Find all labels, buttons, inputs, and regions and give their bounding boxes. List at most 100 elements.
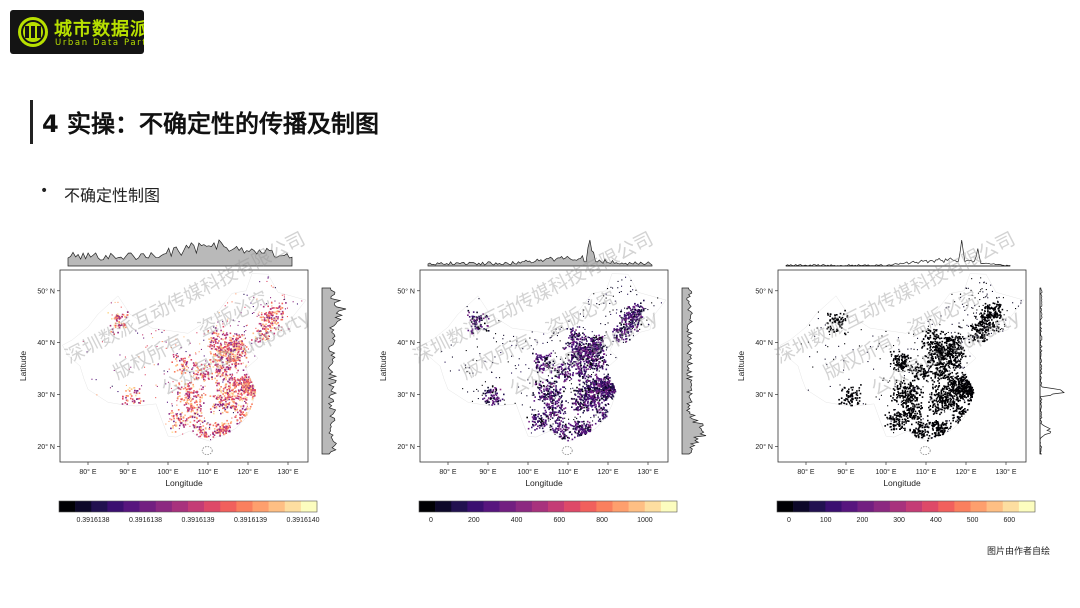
raster-cell (495, 387, 497, 390)
raster-cell (223, 395, 226, 397)
raster-cell (219, 402, 221, 405)
raster-cell (217, 370, 220, 372)
raster-cell (939, 362, 941, 365)
raster-cell (578, 354, 580, 356)
raster-cell (584, 335, 587, 338)
raster-cell (223, 334, 226, 336)
raster-cell (214, 422, 217, 424)
raster-cell (226, 332, 228, 334)
raster-cell (556, 402, 558, 405)
raster-cell (189, 397, 192, 399)
raster-cell (221, 370, 223, 372)
raster-cell (602, 387, 604, 389)
raster-cell (574, 336, 577, 339)
raster-cell (613, 334, 616, 337)
raster-cell (596, 389, 599, 392)
raster-cell (487, 386, 489, 389)
raster-cell (587, 407, 590, 410)
raster-cell (271, 301, 273, 303)
raster-cell (558, 424, 560, 427)
raster-cell (203, 368, 205, 370)
raster-cell (214, 332, 216, 334)
raster-cell (615, 330, 618, 332)
raster-cell (594, 339, 596, 342)
raster-cell (580, 402, 583, 405)
raster-cell (537, 387, 539, 389)
raster-cell (604, 324, 606, 326)
raster-cell (165, 423, 167, 425)
raster-cell (241, 342, 244, 344)
raster-cell (595, 363, 597, 365)
raster-cell (640, 323, 643, 326)
raster-cell (245, 392, 247, 394)
raster-cell (620, 291, 622, 293)
raster-cell (213, 406, 216, 409)
y-tick-label: 50° N (37, 287, 55, 295)
raster-cell (817, 311, 819, 313)
raster-cell (239, 393, 241, 395)
raster-cell (244, 350, 246, 352)
raster-cell (219, 369, 221, 371)
raster-cell (555, 411, 557, 414)
raster-cell (267, 328, 269, 330)
raster-cell (244, 345, 246, 347)
raster-cell (543, 390, 545, 392)
raster-cell (604, 412, 606, 414)
raster-cell (532, 417, 535, 420)
raster-cell (584, 427, 587, 429)
colorbar-tick-label: 0.3916138 (129, 517, 162, 524)
raster-cell (278, 324, 280, 327)
raster-cell (200, 427, 202, 429)
raster-cell (215, 332, 218, 335)
raster-cell (228, 364, 230, 366)
raster-cell (229, 406, 232, 409)
raster-cell (242, 362, 244, 364)
raster-cell (577, 409, 579, 412)
raster-cell (593, 293, 595, 295)
raster-cell (495, 389, 498, 391)
raster-cell (238, 357, 240, 359)
raster-cell (537, 421, 539, 423)
raster-cell (939, 427, 941, 429)
raster-cell (605, 368, 608, 371)
raster-cell (202, 428, 204, 431)
raster-cell (220, 428, 223, 431)
raster-cell (182, 433, 184, 435)
raster-cell (892, 388, 895, 390)
raster-cell (576, 432, 579, 435)
raster-cell (227, 355, 230, 357)
raster-cell (592, 339, 594, 341)
raster-cell (572, 341, 574, 343)
raster-cell (626, 329, 628, 331)
raster-cell (224, 305, 226, 307)
raster-cell (212, 436, 215, 438)
raster-cell (235, 397, 237, 399)
raster-cell (581, 407, 584, 409)
raster-cell (471, 332, 473, 335)
raster-cell (193, 390, 195, 392)
raster-cell (135, 330, 137, 332)
raster-cell (543, 398, 545, 400)
raster-cell (248, 387, 250, 389)
x-tick-label: 90° E (479, 468, 497, 476)
raster-cell (1003, 314, 1005, 316)
raster-cell (227, 430, 230, 433)
raster-cell (547, 354, 549, 357)
raster-cell (238, 335, 241, 337)
raster-cell (557, 399, 560, 401)
colorbar-frame (418, 500, 678, 513)
colorbar-swatch (91, 501, 108, 512)
raster-cell (485, 395, 487, 397)
raster-cell (598, 403, 601, 405)
raster-cell (916, 349, 918, 351)
raster-cell (224, 370, 226, 373)
raster-cell (233, 401, 235, 403)
raster-cell (578, 344, 581, 346)
raster-cell (598, 345, 600, 348)
raster-cell (467, 309, 470, 312)
raster-cell (478, 315, 480, 318)
raster-cell (598, 304, 600, 306)
raster-cell (561, 400, 563, 402)
raster-cell (600, 378, 603, 381)
raster-cell (222, 379, 225, 381)
